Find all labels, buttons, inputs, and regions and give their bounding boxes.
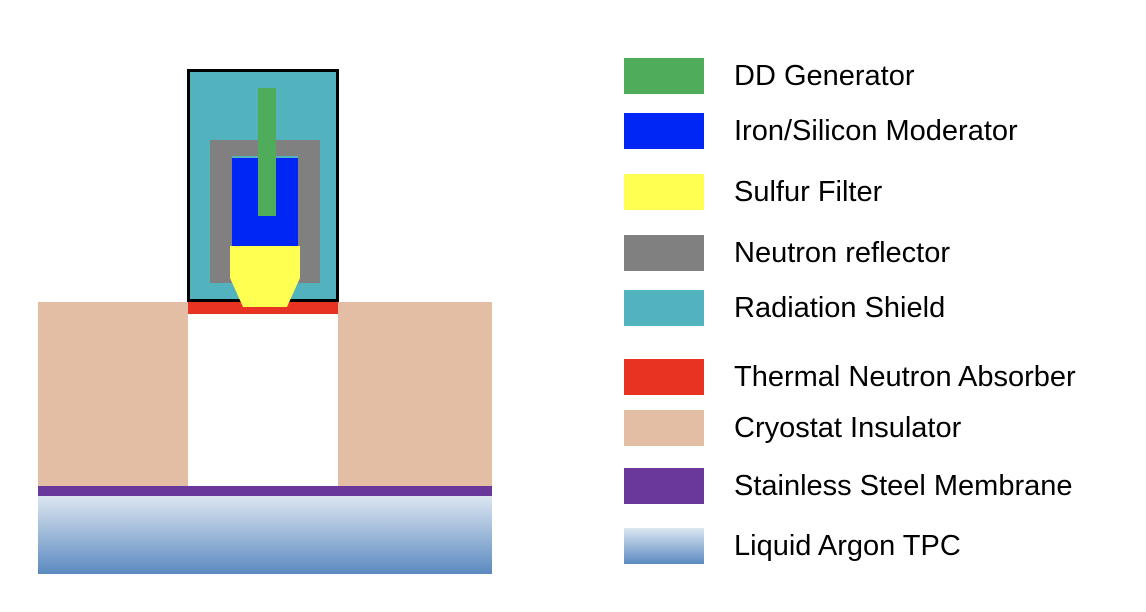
legend-item-thermal-absorber: Thermal Neutron Absorber	[624, 357, 1076, 397]
dd-generator	[258, 88, 276, 216]
legend-swatch-dd-generator	[624, 58, 704, 94]
legend-swatch-tpc	[624, 528, 704, 564]
cryostat-insulator-right	[338, 302, 492, 487]
legend-item-neutron-reflector: Neutron reflector	[624, 233, 950, 273]
legend-label: Thermal Neutron Absorber	[734, 360, 1076, 393]
insulator-opening	[188, 314, 338, 487]
legend-label: Radiation Shield	[734, 291, 946, 324]
stainless-steel-membrane	[38, 486, 492, 496]
legend-item-membrane: Stainless Steel Membrane	[624, 466, 1073, 506]
legend-item-dd-generator: DD Generator	[624, 56, 915, 96]
legend-item-tpc: Liquid Argon TPC	[624, 526, 961, 566]
legend-label: DD Generator	[734, 59, 915, 92]
legend-item-moderator: Iron/Silicon Moderator	[624, 111, 1018, 151]
legend-label: Stainless Steel Membrane	[734, 469, 1073, 502]
legend-label: Iron/Silicon Moderator	[734, 114, 1018, 147]
legend-swatch-neutron-reflector	[624, 235, 704, 271]
legend-label: Liquid Argon TPC	[734, 529, 961, 562]
legend-swatch-moderator	[624, 113, 704, 149]
legend-swatch-radiation-shield	[624, 290, 704, 326]
legend-swatch-membrane	[624, 468, 704, 504]
thermal-neutron-absorber	[188, 302, 338, 314]
legend-label: Sulfur Filter	[734, 175, 883, 208]
legend-item-cryostat-insulator: Cryostat Insulator	[624, 408, 961, 448]
legend-label: Neutron reflector	[734, 236, 950, 269]
legend-item-radiation-shield: Radiation Shield	[624, 288, 945, 328]
cryostat-insulator-left	[38, 302, 188, 487]
legend-label: Cryostat Insulator	[734, 411, 962, 444]
legend-swatch-cryostat-insulator	[624, 410, 704, 446]
legend-item-sulfur-filter: Sulfur Filter	[624, 172, 882, 212]
sulfur-filter	[230, 246, 300, 307]
legend-swatch-sulfur-filter	[624, 174, 704, 210]
legend-swatch-thermal-absorber	[624, 359, 704, 395]
liquid-argon-tpc	[38, 496, 492, 574]
